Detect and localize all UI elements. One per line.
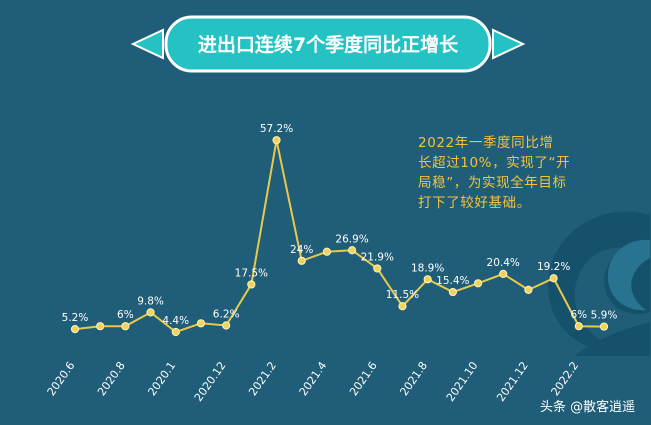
data-point bbox=[222, 321, 231, 330]
x-tick-label: 2021.12 bbox=[494, 359, 531, 404]
data-point bbox=[70, 325, 80, 334]
data-point bbox=[322, 247, 332, 256]
data-label: 24% bbox=[290, 244, 313, 256]
data-point bbox=[121, 322, 130, 331]
data-point bbox=[499, 269, 508, 278]
note-line: 长超过10%，实现了“开 bbox=[418, 155, 571, 171]
data-point bbox=[549, 274, 558, 283]
x-tick-label: 2021.10 bbox=[444, 359, 481, 404]
x-tick-label: 2020.8 bbox=[95, 359, 128, 398]
data-point bbox=[448, 287, 457, 297]
wave-decoration bbox=[548, 211, 650, 356]
data-label: 18.9% bbox=[411, 262, 444, 274]
data-point bbox=[373, 264, 382, 273]
data-label: 57.2% bbox=[260, 123, 293, 135]
title-banner: 进出口连续7个季度同比正增长 bbox=[130, 15, 526, 73]
data-point bbox=[96, 322, 105, 331]
x-tick-label: 2021.4 bbox=[297, 359, 330, 398]
data-label: 5.2% bbox=[62, 312, 89, 324]
data-points bbox=[70, 136, 609, 337]
series-line bbox=[74, 139, 605, 334]
note-line: 2022年一季度同比增 bbox=[418, 135, 554, 151]
data-label: 15.4% bbox=[436, 275, 469, 287]
data-point bbox=[171, 327, 180, 337]
data-point bbox=[272, 136, 281, 145]
data-label: 4.4% bbox=[162, 315, 189, 327]
data-label: 5.9% bbox=[591, 310, 618, 322]
chart-title: 进出口连续7个季度同比正增长 bbox=[198, 33, 459, 56]
data-point bbox=[347, 246, 357, 255]
data-point bbox=[574, 322, 583, 331]
data-point bbox=[423, 275, 432, 284]
data-label: 6.2% bbox=[213, 308, 240, 320]
data-label: 20.4% bbox=[487, 257, 520, 269]
annotation-note: 2022年一季度同比增 长超过10%，实现了“开 局稳”，为实现全年目标 打下了… bbox=[418, 133, 633, 213]
data-point bbox=[473, 279, 483, 288]
series-line-group bbox=[74, 139, 605, 334]
watermark: 头条 @散客逍遥 bbox=[540, 400, 636, 415]
data-point bbox=[398, 302, 407, 311]
data-point bbox=[297, 256, 306, 265]
data-label: 9.8% bbox=[137, 295, 164, 307]
data-point bbox=[524, 285, 533, 294]
x-axis: 2020.6 2020.8 2020.1 2020.12 2021.2 2021.4 202… bbox=[45, 359, 582, 404]
x-tick-label: 2021.8 bbox=[397, 359, 430, 398]
x-tick-label: 2021.6 bbox=[347, 359, 380, 398]
data-label: 17.5% bbox=[235, 267, 268, 279]
x-tick-label: 2022.2 bbox=[549, 359, 582, 398]
banner-right-arrow bbox=[492, 28, 526, 60]
data-label: 11.5% bbox=[386, 289, 419, 301]
x-tick-label: 2020.12 bbox=[192, 359, 229, 404]
x-tick-label: 2021.2 bbox=[246, 359, 279, 398]
data-label: 19.2% bbox=[537, 261, 570, 273]
banner-left-arrow bbox=[130, 28, 164, 60]
data-point bbox=[599, 322, 609, 331]
data-label: 21.9% bbox=[361, 251, 394, 263]
data-point bbox=[146, 308, 155, 317]
data-label: 6% bbox=[117, 309, 134, 321]
x-tick-label: 2020.1 bbox=[145, 359, 178, 398]
note-line: 打下了较好基础。 bbox=[418, 195, 531, 211]
x-tick-label: 2020.6 bbox=[45, 359, 78, 398]
note-line: 局稳”，为实现全年目标 bbox=[418, 175, 567, 191]
data-label: 26.9% bbox=[335, 233, 368, 245]
data-labels: 5.2% 6%9.8%4.4%6.2%17.5%57.2%24%26.9%21.9… bbox=[62, 123, 618, 327]
banner-pill bbox=[164, 15, 492, 73]
data-point bbox=[196, 319, 206, 328]
data-label: 6% bbox=[570, 309, 587, 321]
data-point bbox=[247, 280, 256, 289]
